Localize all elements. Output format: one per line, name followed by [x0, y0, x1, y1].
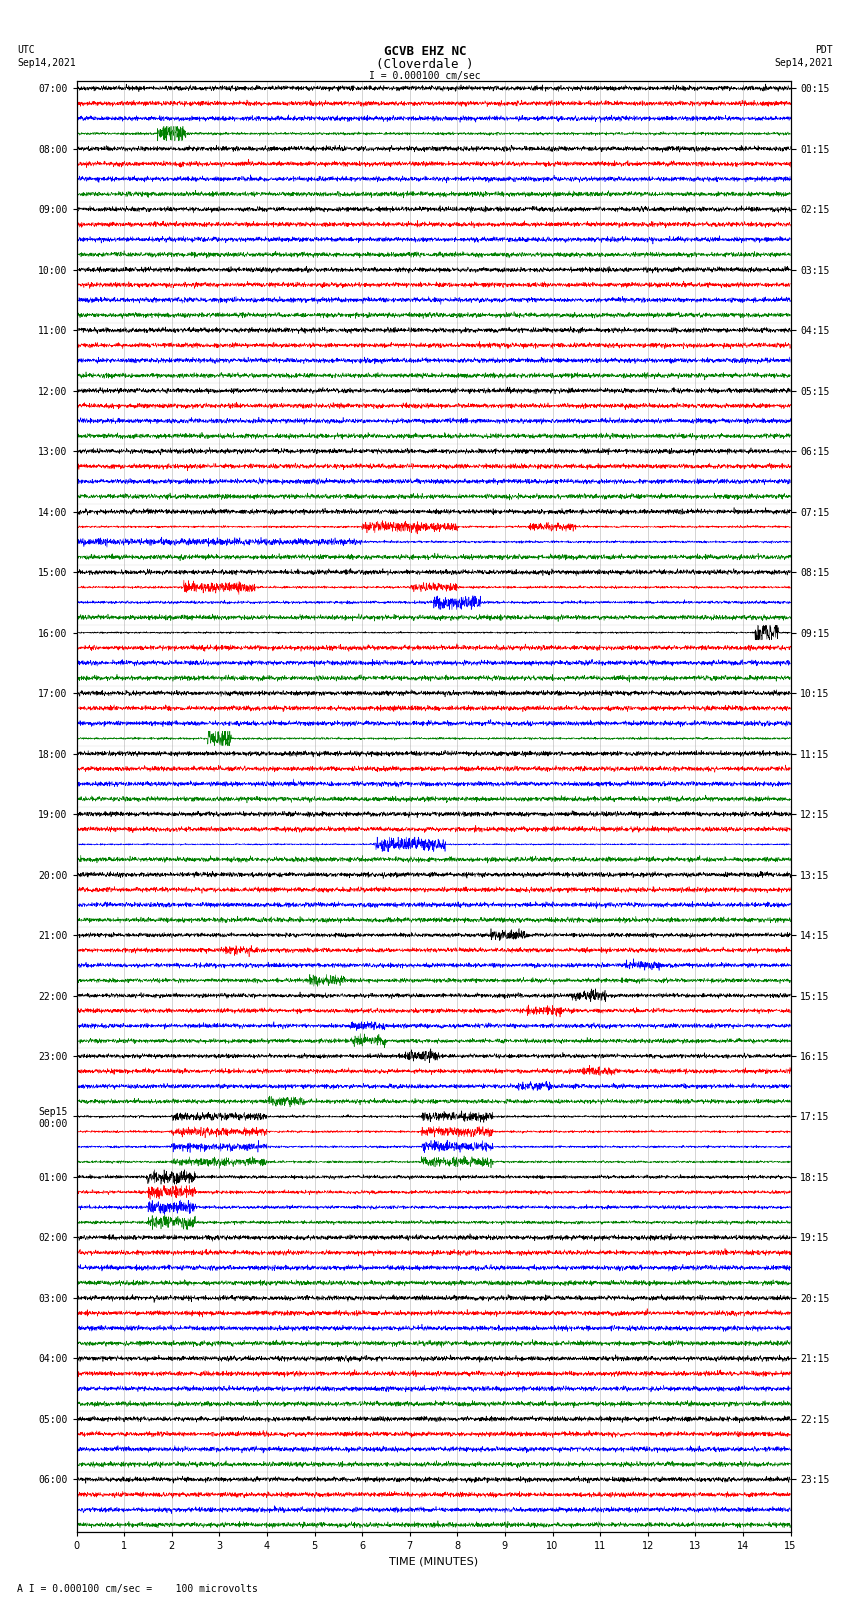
Text: PDT: PDT [815, 45, 833, 55]
Text: Sep14,2021: Sep14,2021 [17, 58, 76, 68]
Text: Sep14,2021: Sep14,2021 [774, 58, 833, 68]
X-axis label: TIME (MINUTES): TIME (MINUTES) [389, 1557, 478, 1566]
Text: (Cloverdale ): (Cloverdale ) [377, 58, 473, 71]
Text: I = 0.000100 cm/sec: I = 0.000100 cm/sec [369, 71, 481, 81]
Text: UTC: UTC [17, 45, 35, 55]
Text: GCVB EHZ NC: GCVB EHZ NC [383, 45, 467, 58]
Text: A I = 0.000100 cm/sec =    100 microvolts: A I = 0.000100 cm/sec = 100 microvolts [17, 1584, 258, 1594]
